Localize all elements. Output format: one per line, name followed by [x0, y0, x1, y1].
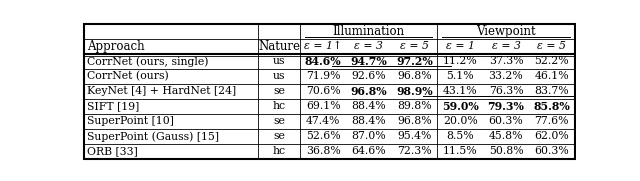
Text: se: se [273, 131, 285, 142]
Text: 46.1%: 46.1% [534, 71, 569, 81]
Text: ε = 1↑: ε = 1↑ [304, 41, 342, 51]
Text: ε = 3: ε = 3 [492, 41, 520, 51]
Text: 77.6%: 77.6% [534, 116, 569, 127]
Text: 92.6%: 92.6% [351, 71, 386, 81]
Text: 8.5%: 8.5% [447, 131, 474, 142]
Text: 98.9%: 98.9% [396, 86, 433, 97]
Text: 85.8%: 85.8% [533, 101, 570, 112]
Text: 72.3%: 72.3% [397, 146, 432, 157]
Text: CorrNet (ours): CorrNet (ours) [87, 71, 169, 81]
Text: ε = 1: ε = 1 [446, 41, 475, 51]
Text: CorrNet (ours, single): CorrNet (ours, single) [87, 56, 209, 67]
Text: se: se [273, 116, 285, 127]
Text: 20.0%: 20.0% [443, 116, 477, 127]
Text: 84.6%: 84.6% [305, 56, 341, 67]
Text: SuperPoint [10]: SuperPoint [10] [87, 116, 174, 127]
Text: 70.6%: 70.6% [306, 86, 340, 96]
Text: 36.8%: 36.8% [306, 146, 340, 157]
Text: ORB [33]: ORB [33] [87, 146, 138, 157]
Text: Nature: Nature [259, 40, 300, 53]
Text: Approach: Approach [87, 40, 145, 53]
Text: 60.3%: 60.3% [488, 116, 524, 127]
Text: 60.3%: 60.3% [534, 146, 569, 157]
Text: 62.0%: 62.0% [534, 131, 569, 142]
Text: 96.8%: 96.8% [351, 86, 387, 97]
Text: 96.8%: 96.8% [397, 116, 432, 127]
Text: 88.4%: 88.4% [351, 101, 386, 111]
Text: ε = 5: ε = 5 [537, 41, 566, 51]
Text: 5.1%: 5.1% [447, 71, 474, 81]
Text: 76.3%: 76.3% [488, 86, 524, 96]
Text: 47.4%: 47.4% [306, 116, 340, 127]
Text: hc: hc [273, 146, 286, 157]
Text: 89.8%: 89.8% [397, 101, 432, 111]
Text: 96.8%: 96.8% [397, 71, 432, 81]
Text: 94.7%: 94.7% [351, 56, 387, 67]
Text: 43.1%: 43.1% [443, 86, 477, 96]
Text: Illumination: Illumination [333, 25, 405, 38]
Text: 45.8%: 45.8% [489, 131, 523, 142]
Text: 11.5%: 11.5% [443, 146, 477, 157]
Text: 95.4%: 95.4% [397, 131, 432, 142]
Text: ε = 5: ε = 5 [400, 41, 429, 51]
Text: 79.3%: 79.3% [488, 101, 524, 112]
Text: 97.2%: 97.2% [396, 56, 433, 67]
Text: 69.1%: 69.1% [306, 101, 340, 111]
Text: Viewpoint: Viewpoint [476, 25, 536, 38]
Text: 88.4%: 88.4% [351, 116, 386, 127]
Text: 11.2%: 11.2% [443, 56, 477, 66]
Text: 37.3%: 37.3% [488, 56, 524, 66]
Text: SIFT [19]: SIFT [19] [87, 101, 139, 111]
Text: se: se [273, 86, 285, 96]
Text: 59.0%: 59.0% [442, 101, 479, 112]
Text: hc: hc [273, 101, 286, 111]
Text: SuperPoint (Gauss) [15]: SuperPoint (Gauss) [15] [87, 131, 219, 142]
Text: 64.6%: 64.6% [351, 146, 386, 157]
Text: 71.9%: 71.9% [306, 71, 340, 81]
Text: KeyNet [4] + HardNet [24]: KeyNet [4] + HardNet [24] [87, 86, 236, 96]
Text: 87.0%: 87.0% [351, 131, 386, 142]
Text: 52.2%: 52.2% [534, 56, 569, 66]
Text: 52.6%: 52.6% [306, 131, 340, 142]
Text: 33.2%: 33.2% [488, 71, 524, 81]
Text: 50.8%: 50.8% [488, 146, 524, 157]
Text: 83.7%: 83.7% [534, 86, 569, 96]
Text: ε = 3: ε = 3 [355, 41, 383, 51]
Text: us: us [273, 71, 285, 81]
Text: us: us [273, 56, 285, 66]
